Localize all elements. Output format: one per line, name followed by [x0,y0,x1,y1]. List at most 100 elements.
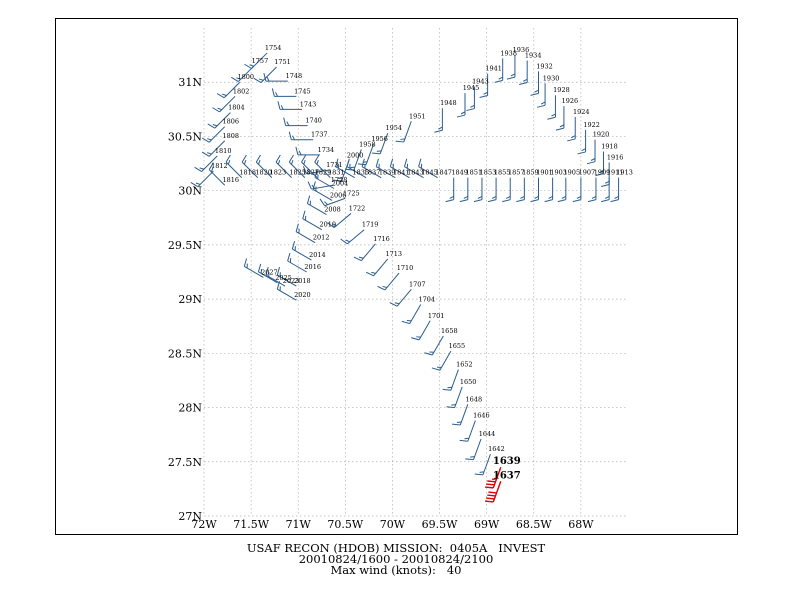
barb-feather [486,497,495,500]
time-label: 1855 [494,169,511,177]
wind-barb [479,73,489,99]
wind-barb [340,229,365,245]
wind-barb [345,149,362,171]
barb-feather [283,117,287,126]
barb-shaft [384,272,400,291]
barb-feather [350,166,355,169]
x-tick-label: 69.5W [422,518,458,531]
x-tick-label: 68W [568,518,594,531]
wind-barb [243,258,264,278]
barb-feather [332,223,337,226]
barb-feather [333,179,342,182]
time-label: 1637 [493,470,521,481]
wind-barb [577,129,587,155]
barb-shaft [197,170,214,188]
barb-feather [295,223,299,232]
time-label: 1648 [466,395,483,403]
barb-feather [395,140,404,143]
barb-feather [357,163,367,166]
barb-feather [534,196,539,199]
barb-feather [486,483,495,486]
barb-feather [291,241,296,250]
barb-feather [576,196,582,199]
barb-feather [302,210,306,219]
barb-feather [485,500,494,503]
barb-feather [473,199,483,203]
wind-barb [291,241,312,261]
barb-feather [547,116,556,120]
wind-barb [456,93,466,118]
wind-barb [375,158,396,179]
x-tick-label: 69W [474,518,500,531]
barb-feather [498,76,503,80]
wind-barb [216,81,241,99]
time-label: 1827 [303,169,320,177]
barb-shaft [365,143,375,165]
time-label: 1837 [364,169,381,177]
barb-feather [492,478,497,481]
barb-feather [522,78,528,82]
wind-barb [371,133,389,155]
wind-barb [277,101,302,110]
barb-shaft [390,166,410,179]
wind-barb [201,140,226,157]
time-label: 1934 [525,52,542,60]
barb-feather [302,166,308,175]
time-label: 1719 [362,221,379,229]
x-tick-label: 71W [286,518,312,531]
barb-feather [210,167,214,173]
barb-feather [212,107,220,113]
wind-barb [411,320,431,341]
wind-barb [301,154,318,179]
y-tick-label: 29.5N [168,239,202,252]
barb-feather [460,111,466,115]
barb-feather [266,76,270,82]
barb-feather [207,138,212,141]
barb-feather [572,199,582,203]
time-label: 1909 [594,169,611,177]
barb-feather [286,121,290,126]
barb-feather [551,113,556,117]
barb-feather [530,92,539,96]
time-label: 1816 [222,176,239,184]
wind-barb [194,155,218,172]
time-label: 1958 [359,140,376,148]
x-tick-label: 70.5W [327,518,363,531]
barb-feather [199,167,205,170]
barb-feather [376,150,382,152]
time-label: 1731 [326,161,343,169]
barb-feather [287,252,291,262]
time-label: 1839 [379,169,396,177]
wind-barb [244,52,268,69]
barb-feather [258,78,264,81]
time-label: 2020 [294,291,311,299]
barb-shaft [287,260,307,273]
barb-feather [604,196,610,199]
barb-feather [227,159,231,165]
wind-barb [485,466,502,489]
barb-feather [548,196,553,199]
barb-feather [253,77,262,84]
barb-shaft [492,481,502,503]
time-label: 1639 [493,456,521,467]
barb-feather [506,76,516,80]
y-tick-label: 27N [178,510,202,523]
time-range: 20010824/1600 - 20010824/2100 [298,552,494,566]
barb-feather [358,256,364,259]
barb-shaft [223,81,241,99]
time-label: 1818 [239,169,256,177]
wind-barb [595,151,605,177]
time-label: 1853 [480,169,497,177]
barb-feather [208,162,214,170]
wind-barb [473,177,483,203]
barb-feather [340,238,348,245]
barb-feather [418,158,422,167]
barb-shaft [324,197,346,207]
barb-feather [306,169,311,174]
barb-feather [459,199,468,203]
wind-barb [485,481,502,503]
time-label: 2025 [275,274,292,282]
barb-shaft [306,169,329,175]
time-label: 2012 [313,234,330,242]
time-label: 2016 [304,263,321,271]
